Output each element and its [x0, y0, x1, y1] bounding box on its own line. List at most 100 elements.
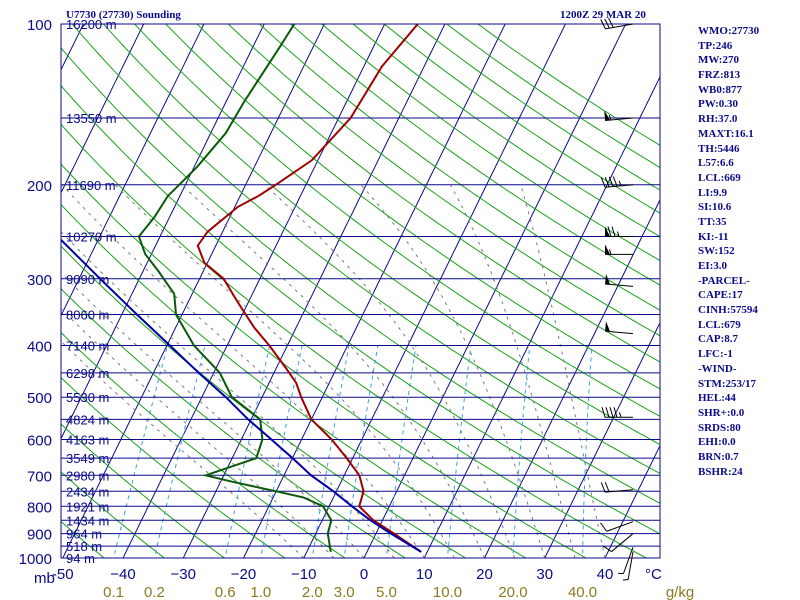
temperature-profile: [196, 24, 422, 553]
sounding-title: U7730 (27730) Sounding: [66, 9, 181, 21]
mixing-ratio-label: 20.0: [498, 584, 527, 600]
dry-adiabat-line: [61, 288, 407, 558]
height-label: 1434 m: [66, 513, 109, 528]
height-label: 10270 m: [66, 229, 117, 244]
dry-adiabat-line: [61, 163, 588, 558]
wind-barb: [605, 244, 633, 255]
temperature-tick-label: −30: [171, 566, 196, 583]
mixing-ratio-label: 40.0: [568, 584, 597, 600]
mixing-ratio-label: 5.0: [376, 584, 397, 600]
wind-barb: [601, 407, 633, 418]
index-item: RH:37.0: [698, 113, 738, 126]
height-label: 518 m: [66, 539, 102, 554]
isotherm-line: [61, 24, 205, 317]
index-item: CAP:8.7: [698, 333, 739, 346]
mixing-ratio-line: [343, 345, 379, 558]
index-item: SHR+:0.0: [698, 406, 745, 419]
height-label: 3549 m: [66, 451, 109, 466]
dry-adiabat-line: [61, 203, 527, 558]
mixing-ratio-line: [582, 345, 593, 558]
dry-adiabat-line: [321, 24, 660, 262]
height-label: 8060 m: [66, 308, 109, 323]
dry-adiabat-line: [61, 47, 660, 504]
index-item: MAXT:16.1: [698, 127, 754, 140]
pressure-tick-label: 100: [27, 17, 52, 34]
pressure-tick-label: 500: [27, 390, 52, 407]
index-item: TT:35: [698, 215, 727, 228]
mixing-ratio-label: 0.6: [215, 584, 236, 600]
temperature-tick-label: −20: [231, 566, 256, 583]
mixing-ratio-line: [512, 345, 531, 558]
index-item: BRN:0.7: [698, 450, 739, 463]
moist-adiabat-line: [61, 340, 305, 558]
index-item: STM:253/17: [698, 377, 757, 390]
wind-barb: [605, 321, 634, 335]
wind-barb: [618, 547, 634, 575]
temperature-tick-label: 0: [360, 566, 368, 583]
mixing-ratio-line: [153, 345, 206, 558]
isotherm-line: [423, 75, 660, 558]
temperature-tick-label: -50: [52, 566, 74, 583]
parcel-profile: [61, 238, 422, 553]
mixing-ratio-label: 10.0: [433, 584, 462, 600]
dewpoint-profile: [137, 24, 333, 553]
mixing-ratio-line: [112, 345, 168, 558]
dry-adiabat-line: [61, 376, 286, 558]
index-item: -WIND-: [698, 362, 737, 375]
index-item: MW:270: [698, 54, 739, 67]
wind-barb: [605, 273, 634, 287]
wind-barb: [600, 481, 634, 493]
pressure-tick-label: 400: [27, 339, 52, 356]
height-label: 13550 m: [66, 111, 117, 126]
temperature-tick-label: 20: [476, 566, 493, 583]
index-item: -PARCEL-: [698, 274, 750, 287]
index-item: LI:9.9: [698, 186, 728, 199]
dry-adiabat-line: [258, 24, 660, 311]
index-item: EHI:0.0: [698, 436, 736, 449]
height-label: 11690 m: [66, 178, 116, 193]
index-item: SW:152: [698, 245, 735, 258]
dry-adiabat-line: [61, 423, 226, 558]
index-item: KI:-11: [698, 230, 729, 243]
mixing-ratio-line: [224, 345, 271, 558]
dry-adiabat-line: [165, 24, 660, 390]
dry-adiabat-line: [196, 24, 660, 363]
index-item: LCL:679: [698, 318, 741, 331]
mixing-ratio-line: [311, 345, 350, 558]
mixing-ratio-label: 0.2: [144, 584, 165, 600]
pressure-tick-label: 700: [27, 468, 52, 485]
moist-adiabat-line: [449, 184, 576, 558]
wind-barb: [600, 521, 634, 532]
temperature-tick-label: 40: [597, 566, 614, 583]
dry-adiabat-line: [61, 85, 660, 535]
index-item: WMO:27730: [698, 25, 760, 37]
index-item: WB0:877: [698, 83, 742, 96]
isotherm-line: [363, 24, 627, 558]
height-label: 4163 m: [66, 433, 109, 448]
isotherm-line: [242, 24, 506, 558]
dry-adiabat-line: [61, 245, 467, 558]
index-item: EI:3.0: [698, 260, 728, 272]
wind-barb: [602, 533, 634, 552]
height-label: 16200 m: [66, 17, 117, 32]
sounding-time: 1200Z 29 MAR 20: [560, 9, 646, 21]
mixing-ratio-line: [446, 345, 472, 558]
moist-adiabat-line: [181, 184, 485, 558]
wind-barb: [604, 110, 634, 121]
index-item: BSHR:24: [698, 465, 743, 478]
pressure-tick-label: 800: [27, 499, 52, 516]
moist-adiabat-line: [61, 184, 425, 558]
isotherm-line: [61, 24, 265, 440]
indices-panel: WMO:27730 TP:246 MW:270 FRZ:813 WB0:877 PW:0.…: [698, 24, 798, 479]
wind-barb: [605, 226, 633, 237]
isotherm-line: [0, 12, 29, 569]
isotherm-line: [122, 24, 386, 558]
index-item: SI:10.6: [698, 201, 732, 214]
moist-adiabat-line: [61, 271, 365, 558]
index-item: CAPE:17: [698, 289, 743, 302]
index-item: PW:0.30: [698, 98, 739, 111]
pressure-tick-label: 300: [27, 272, 52, 289]
height-label: 6298 m: [66, 366, 109, 381]
plot-frame: [60, 23, 661, 559]
index-item: L57:6.6: [698, 157, 734, 170]
